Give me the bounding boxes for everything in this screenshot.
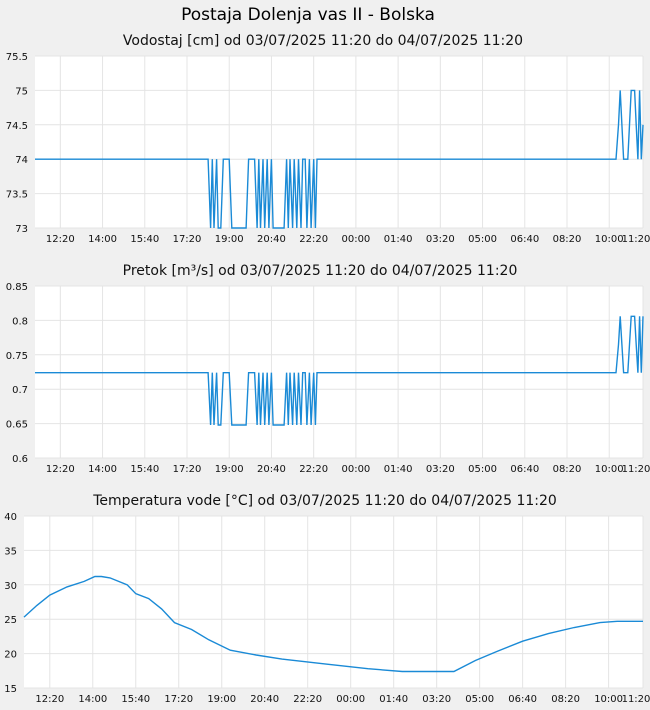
water-level-series-line	[35, 89, 644, 229]
water-level-x-tick-label: 05:00	[468, 234, 497, 245]
discharge-x-tick-label: 14:00	[88, 464, 117, 475]
water-level-x-tick-label: 22:20	[299, 234, 328, 245]
discharge-panel: Pretok [m³/s] od 03/07/2025 11:20 do 04/…	[6, 263, 650, 475]
water-level-y-tick-label: 73	[15, 224, 28, 235]
discharge-y-tick-label: 0.8	[12, 316, 28, 327]
page-title: Postaja Dolenja vas II - Bolska	[181, 5, 435, 25]
water-temperature-y-tick-label: 35	[4, 546, 17, 557]
water-level-x-tick-label: 17:20	[173, 234, 202, 245]
discharge-x-tick-label: 06:40	[510, 464, 539, 475]
water-temperature-x-tick-label: 22:20	[293, 694, 322, 705]
discharge-x-tick-label: 22:20	[299, 464, 328, 475]
discharge-x-tick-label: 17:20	[173, 464, 202, 475]
water-temperature-x-tick-label: 15:40	[121, 694, 150, 705]
water-level-y-tick-label: 75.5	[6, 52, 28, 63]
discharge-series-line	[35, 315, 644, 426]
water-temperature-x-tick-label: 00:00	[336, 694, 365, 705]
discharge-x-tick-label: 01:40	[384, 464, 413, 475]
discharge-x-tick-label: 10:00	[595, 464, 624, 475]
discharge-x-tick-label: 08:20	[553, 464, 582, 475]
water-level-x-tick-label: 01:40	[384, 234, 413, 245]
water-temperature-x-tick-label: 01:40	[379, 694, 408, 705]
water-temperature-x-tick-label: 08:20	[551, 694, 580, 705]
water-level-chart-title: Vodostaj [cm] od 03/07/2025 11:20 do 04/…	[123, 33, 523, 49]
water-temperature-series-line	[23, 575, 643, 673]
water-level-x-tick-label: 08:20	[553, 234, 582, 245]
water-temperature-y-tick-label: 20	[4, 650, 17, 661]
water-temperature-y-tick-label: 30	[4, 581, 17, 592]
water-temperature-y-tick-label: 25	[4, 615, 17, 626]
water-temperature-x-tick-label: 20:40	[250, 694, 279, 705]
water-level-y-tick-label: 74	[15, 155, 28, 166]
water-level-y-tick-label: 75	[15, 86, 28, 97]
discharge-x-tick-label: 20:40	[257, 464, 286, 475]
discharge-x-tick-label: 05:00	[468, 464, 497, 475]
water-level-plot-area	[35, 56, 643, 228]
water-temperature-x-tick-label: 17:20	[164, 694, 193, 705]
discharge-y-tick-label: 0.75	[6, 351, 28, 362]
water-temperature-x-tick-label: 11:20	[622, 694, 650, 705]
water-level-y-tick-label: 73.5	[6, 190, 28, 201]
water-temperature-y-tick-label: 15	[4, 684, 17, 695]
water-level-x-tick-label: 20:40	[257, 234, 286, 245]
water-temperature-x-tick-label: 19:00	[207, 694, 236, 705]
discharge-x-tick-label: 11:20	[622, 464, 650, 475]
water-temperature-x-tick-label: 06:40	[508, 694, 537, 705]
discharge-y-tick-label: 0.7	[12, 385, 28, 396]
water-level-x-tick-label: 10:00	[595, 234, 624, 245]
water-temperature-x-tick-label: 03:20	[422, 694, 451, 705]
water-level-x-tick-label: 11:20	[622, 234, 650, 245]
water-level-x-tick-label: 03:20	[426, 234, 455, 245]
water-level-panel: Vodostaj [cm] od 03/07/2025 11:20 do 04/…	[6, 33, 650, 245]
discharge-x-tick-label: 12:20	[46, 464, 75, 475]
discharge-chart-title: Pretok [m³/s] od 03/07/2025 11:20 do 04/…	[123, 263, 518, 279]
water-level-x-tick-label: 06:40	[510, 234, 539, 245]
water-temperature-chart-title: Temperatura vode [°C] od 03/07/2025 11:2…	[92, 493, 557, 509]
water-temperature-x-tick-label: 12:20	[35, 694, 64, 705]
water-temperature-panel: Temperatura vode [°C] od 03/07/2025 11:2…	[4, 493, 650, 705]
discharge-x-tick-label: 15:40	[130, 464, 159, 475]
discharge-x-tick-label: 03:20	[426, 464, 455, 475]
water-level-x-tick-label: 00:00	[341, 234, 370, 245]
water-level-x-tick-label: 14:00	[88, 234, 117, 245]
water-temperature-x-tick-label: 14:00	[78, 694, 107, 705]
water-temperature-x-tick-label: 10:00	[594, 694, 623, 705]
discharge-x-tick-label: 00:00	[341, 464, 370, 475]
water-level-x-tick-label: 12:20	[46, 234, 75, 245]
water-level-y-tick-label: 74.5	[6, 121, 28, 132]
water-temperature-plot-area	[24, 516, 643, 688]
water-temperature-x-tick-label: 05:00	[465, 694, 494, 705]
water-temperature-y-tick-label: 40	[4, 512, 17, 523]
discharge-x-tick-label: 19:00	[215, 464, 244, 475]
water-level-x-tick-label: 19:00	[215, 234, 244, 245]
discharge-y-tick-label: 0.85	[6, 282, 28, 293]
discharge-y-tick-label: 0.6	[12, 454, 28, 465]
discharge-y-tick-label: 0.65	[6, 420, 28, 431]
water-level-x-tick-label: 15:40	[130, 234, 159, 245]
